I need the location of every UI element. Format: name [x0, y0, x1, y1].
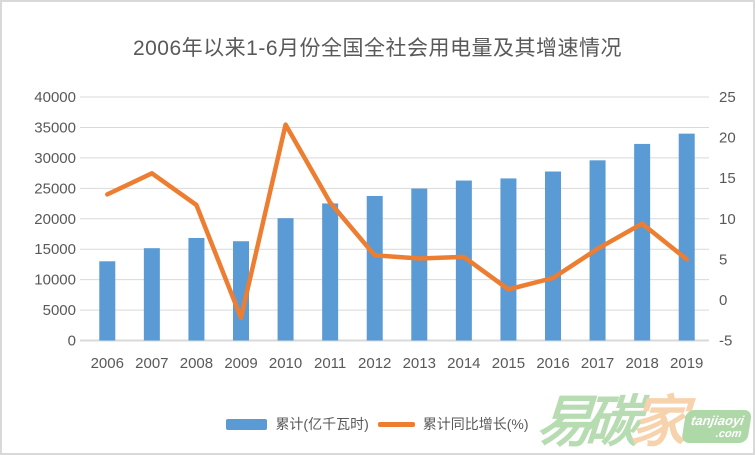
bar-2007	[143, 248, 160, 341]
right-tick-label: 15	[719, 170, 736, 187]
x-axis-label: 2011	[314, 355, 346, 372]
gridlines	[80, 96, 709, 342]
left-tick-label: 15000	[34, 241, 76, 258]
x-axis-label: 2016	[536, 355, 569, 372]
growth-line-series	[105, 122, 689, 321]
line-series-swatch	[377, 421, 415, 427]
x-axis-label: 2013	[403, 355, 436, 372]
x-axis-label: 2018	[625, 355, 658, 372]
left-tick-label: 10000	[34, 272, 76, 289]
chart-title: 2006年以来1-6月份全国全社会用电量及其增速情况	[132, 37, 623, 60]
bar-2019	[678, 133, 695, 341]
bar-2018	[634, 143, 651, 341]
right-tick-label: 25	[719, 89, 736, 106]
left-tick-label: 20000	[34, 211, 76, 228]
legend-label-growth: 累计同比增长(%)	[422, 416, 529, 432]
bar-series-swatch	[226, 418, 268, 430]
left-tick-label: 40000	[34, 89, 76, 106]
x-axis-label: 2008	[180, 355, 213, 372]
x-axis-label: 2009	[224, 355, 257, 372]
x-axis-label: 2014	[447, 355, 480, 372]
bar-2016	[545, 171, 561, 341]
bar-2010	[277, 218, 294, 341]
x-axis-label: 2019	[670, 355, 703, 372]
bar-2012	[366, 195, 383, 341]
right-tick-label: 10	[719, 211, 736, 228]
legend-item-consumption: 累计(亿千瓦时)	[226, 414, 369, 434]
bar-2015	[500, 178, 517, 341]
x-axis-label: 2015	[492, 355, 525, 372]
right-tick-label: -5	[719, 333, 732, 350]
legend-item-growth: 累计同比增长(%)	[377, 414, 529, 434]
legend-label-consumption: 累计(亿千瓦时)	[275, 416, 369, 432]
left-tick-label: 35000	[34, 119, 76, 136]
x-axis-label: 2007	[135, 355, 168, 372]
left-tick-label: 30000	[34, 150, 76, 167]
x-axis-label: 2006	[91, 355, 124, 372]
bar-2013	[411, 188, 428, 341]
chart-legend: 累计(亿千瓦时) 累计同比增长(%)	[2, 414, 753, 434]
x-axis-label: 2010	[269, 355, 302, 372]
right-tick-label: 20	[719, 130, 736, 147]
bars-series	[99, 133, 695, 341]
bar-2006	[99, 261, 116, 341]
bar-2014	[455, 180, 472, 341]
x-axis-labels: 2006 2007 2008 2009 2010 2011 2012 2013 2014 2015…	[91, 355, 704, 372]
right-tick-label: 0	[719, 292, 727, 309]
x-axis-label: 2017	[581, 355, 614, 372]
bar-2009	[233, 241, 249, 341]
left-tick-label: 0	[68, 333, 76, 350]
right-axis-tick-labels: -5 0 5 10 15 20 25	[719, 89, 736, 350]
bar-2011	[322, 203, 339, 341]
left-tick-label: 25000	[34, 180, 76, 197]
right-tick-label: 5	[719, 251, 727, 268]
bar-2008	[188, 237, 205, 341]
left-axis-tick-labels: 0 5000 10000 15000 20000 25000 30000 35000 40000	[34, 89, 76, 350]
x-axis-label: 2012	[358, 355, 391, 372]
left-tick-label: 5000	[43, 302, 76, 319]
